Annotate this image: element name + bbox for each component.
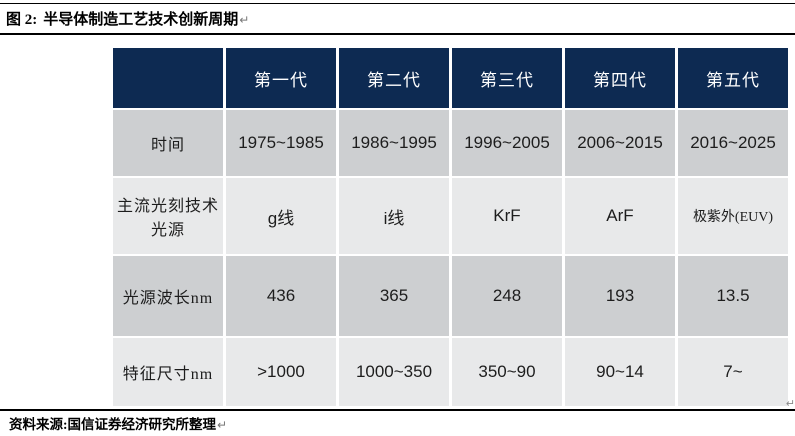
cell-source-gen2: i线 xyxy=(339,178,449,254)
table-header-row: 第一代 第二代 第三代 第四代 第五代 xyxy=(113,48,788,108)
return-icon: ↵ xyxy=(217,418,228,432)
table-row-feature-size: 特征尺寸nm >1000 1000~350 350~90 90~14 7~ xyxy=(113,338,788,406)
cell-feature-gen4: 90~14 xyxy=(565,338,675,406)
cell-wavelength-gen2: 365 xyxy=(339,256,449,336)
cell-wavelength-gen3: 248 xyxy=(452,256,562,336)
column-header-gen4: 第四代 xyxy=(565,48,675,108)
cell-wavelength-gen4: 193 xyxy=(565,256,675,336)
cell-source-gen3: KrF xyxy=(452,178,562,254)
column-header-gen5: 第五代 xyxy=(678,48,788,108)
caption-divider-rule xyxy=(0,33,795,35)
cell-source-gen1: g线 xyxy=(226,178,336,254)
cell-time-gen1: 1975~1985 xyxy=(226,110,336,176)
corner-cell xyxy=(113,48,223,108)
source-note: 资料来源:国信证券经济研究所整理↵ xyxy=(9,413,227,433)
figure-number: 图 2: xyxy=(6,12,38,28)
top-rule xyxy=(0,3,795,4)
source-text: 资料来源:国信证券经济研究所整理 xyxy=(9,417,216,432)
cell-feature-gen1: >1000 xyxy=(226,338,336,406)
cell-feature-gen5: 7~ xyxy=(678,338,788,406)
cell-time-gen5: 2016~2025 xyxy=(678,110,788,176)
technology-generation-table: 第一代 第二代 第三代 第四代 第五代 时间 1975~1985 1986~19… xyxy=(110,46,791,408)
cell-source-gen4: ArF xyxy=(565,178,675,254)
cell-source-gen5: 极紫外(EUV) xyxy=(678,178,788,254)
return-icon: ↵ xyxy=(239,13,250,27)
column-header-gen3: 第三代 xyxy=(452,48,562,108)
cell-wavelength-gen1: 436 xyxy=(226,256,336,336)
row-label-wavelength: 光源波长nm xyxy=(113,256,223,336)
table-end-return-icon: ↵ xyxy=(785,397,795,410)
cell-wavelength-gen5: 13.5 xyxy=(678,256,788,336)
figure-title: 半导体制造工艺技术创新周期 xyxy=(43,12,239,28)
table-row-wavelength: 光源波长nm 436 365 248 193 13.5 xyxy=(113,256,788,336)
bottom-rule xyxy=(0,409,795,411)
column-header-gen2: 第二代 xyxy=(339,48,449,108)
cell-feature-gen2: 1000~350 xyxy=(339,338,449,406)
cell-feature-gen3: 350~90 xyxy=(452,338,562,406)
table-row-time: 时间 1975~1985 1986~1995 1996~2005 2006~20… xyxy=(113,110,788,176)
table-row-light-source: 主流光刻技术光源 g线 i线 KrF ArF 极紫外(EUV) xyxy=(113,178,788,254)
row-label-feature-size: 特征尺寸nm xyxy=(113,338,223,406)
cell-time-gen4: 2006~2015 xyxy=(565,110,675,176)
cell-time-gen3: 1996~2005 xyxy=(452,110,562,176)
figure-caption: 图 2: 半导体制造工艺技术创新周期↵ xyxy=(6,8,249,29)
column-header-gen1: 第一代 xyxy=(226,48,336,108)
row-label-time: 时间 xyxy=(113,110,223,176)
cell-time-gen2: 1986~1995 xyxy=(339,110,449,176)
row-label-light-source: 主流光刻技术光源 xyxy=(113,178,223,254)
